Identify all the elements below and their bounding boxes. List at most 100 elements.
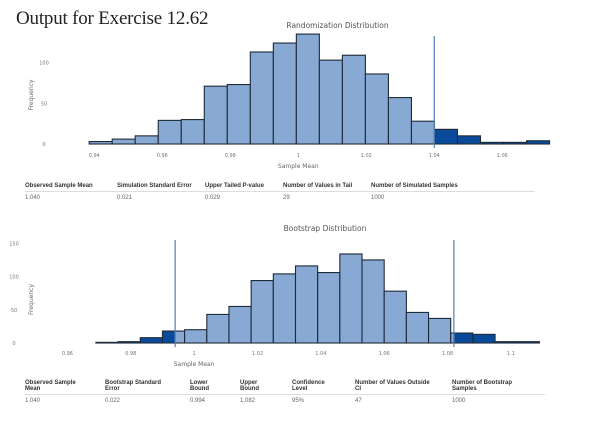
x-tick-label: 1.04 [315, 351, 326, 357]
header-observed-mean: Observed Sample Mean [25, 380, 105, 392]
tail-bar-segment [480, 142, 504, 144]
histogram-bar [383, 290, 407, 344]
x-tick-label: 1.06 [497, 153, 508, 159]
bar-segment [181, 119, 205, 144]
bar-segment [184, 329, 207, 343]
histogram-bar [317, 272, 341, 344]
y-tick-label: 50 [11, 308, 17, 314]
header-line: Samples [452, 386, 477, 392]
histogram-bar [479, 141, 505, 145]
header-line: Lower [190, 380, 208, 386]
histogram-bar [250, 279, 274, 344]
value-upper-bound: 1.082 [240, 398, 256, 404]
y-tick-label: 100 [9, 275, 19, 281]
y-tick-label: 150 [9, 241, 19, 247]
header-sim-se: Simulation Standard Error [117, 183, 192, 189]
histogram-bar [88, 141, 113, 145]
x-tick-label: 0.96 [62, 351, 73, 357]
x-tick-label: 1.02 [252, 351, 263, 357]
histogram-bar [364, 73, 389, 145]
histogram-bar [502, 141, 528, 145]
chart-title: Randomization Distribution [286, 21, 388, 30]
histogram-bar [427, 317, 452, 344]
x-tick-label: 0.98 [125, 351, 136, 357]
x-tick-label: 1.08 [442, 351, 453, 357]
histogram-bar [295, 33, 320, 145]
histogram-bar [516, 341, 540, 344]
x-tick-label: 0.98 [225, 153, 236, 159]
value-bootstrap-se: 0.022 [105, 398, 121, 404]
bar-segment [175, 331, 185, 343]
bar-segment [158, 120, 182, 144]
header-line: Bound [240, 386, 259, 392]
value-p-value: 0.029 [205, 195, 221, 201]
histogram-bar [272, 273, 297, 344]
stats-header-row: Observed Sample Mean Simulation Standard… [25, 183, 535, 192]
bar-segment [342, 55, 366, 144]
y-axis-label: Frequency [28, 284, 35, 315]
histogram-bar [111, 138, 136, 145]
value-observed-mean: 1.040 [25, 398, 41, 404]
bar-segment [227, 84, 251, 144]
bar-outline [525, 140, 551, 145]
histogram-bar [206, 313, 230, 344]
histogram-bar [456, 135, 482, 145]
tail-bar-segment [517, 341, 540, 343]
bar-segment [317, 272, 340, 343]
randomization-stats-table: Observed Sample Mean Simulation Standard… [25, 183, 535, 201]
header-line: Number of Values Outside [355, 380, 430, 386]
header-bootstrap-se: Bootstrap Standard Error [105, 380, 190, 392]
tail-bar-segment [162, 331, 176, 343]
histogram-bar [341, 54, 366, 145]
tail-bar-segment [140, 337, 163, 343]
bar-outline [456, 135, 482, 145]
histogram-bar [117, 341, 141, 344]
histogram-bar [294, 265, 319, 344]
histogram-bar [405, 311, 430, 344]
header-values-in-tail: Number of Values in Tail [283, 183, 353, 189]
bar-segment [273, 43, 297, 144]
bar-segment [296, 34, 320, 145]
tail-bar-segment [457, 135, 481, 144]
header-bootstrap-samples: Number of Bootstrap Samples [452, 380, 542, 392]
page-title: Output for Exercise 12.62 [16, 8, 209, 29]
histogram-bar [226, 84, 251, 145]
tail-bar-segment [434, 129, 458, 144]
header-p-value: Upper Tailed P-value [205, 183, 264, 189]
histogram-bar [134, 135, 159, 145]
bar-outline [427, 317, 452, 344]
bar-segment [206, 314, 229, 343]
bar-outline [95, 341, 119, 344]
bar-outline [516, 341, 540, 344]
x-tick-label: 1.04 [429, 153, 440, 159]
value-values-outside-ci: 47 [355, 398, 362, 404]
histogram-bar [361, 259, 385, 344]
header-line: Number of Bootstrap [452, 380, 512, 386]
histogram-bar [525, 140, 551, 145]
tail-bar-segment [526, 140, 550, 144]
tail-bar-segment [118, 341, 141, 343]
bar-segment [251, 280, 274, 343]
stats-value-row: 1.040 0.021 0.029 29 1000 [25, 192, 535, 201]
bar-segment [411, 121, 435, 144]
tail-bar-segment [472, 334, 496, 343]
histogram-bar [249, 51, 274, 145]
stats-header-row: Observed Sample Mean Bootstrap Standard Er… [25, 380, 545, 395]
histogram-bar [410, 120, 436, 145]
histogram-bar [272, 42, 297, 145]
value-confidence-level: 95% [292, 398, 305, 404]
x-tick-label: 0.94 [89, 153, 100, 159]
header-observed-mean: Observed Sample Mean [25, 183, 93, 189]
histogram-bar [180, 119, 205, 145]
histogram-bar [139, 337, 164, 344]
bar-segment [428, 318, 451, 343]
header-line: Bootstrap Standard [105, 380, 162, 386]
histogram-bar [472, 333, 496, 344]
y-tick-label: 0 [42, 142, 45, 148]
histogram-bar [494, 341, 518, 344]
bar-segment [339, 253, 363, 343]
value-values-in-tail: 29 [283, 195, 290, 201]
bar-segment [228, 306, 252, 343]
x-tick-label: 1.02 [361, 153, 372, 159]
y-tick-label: 0 [12, 341, 15, 347]
